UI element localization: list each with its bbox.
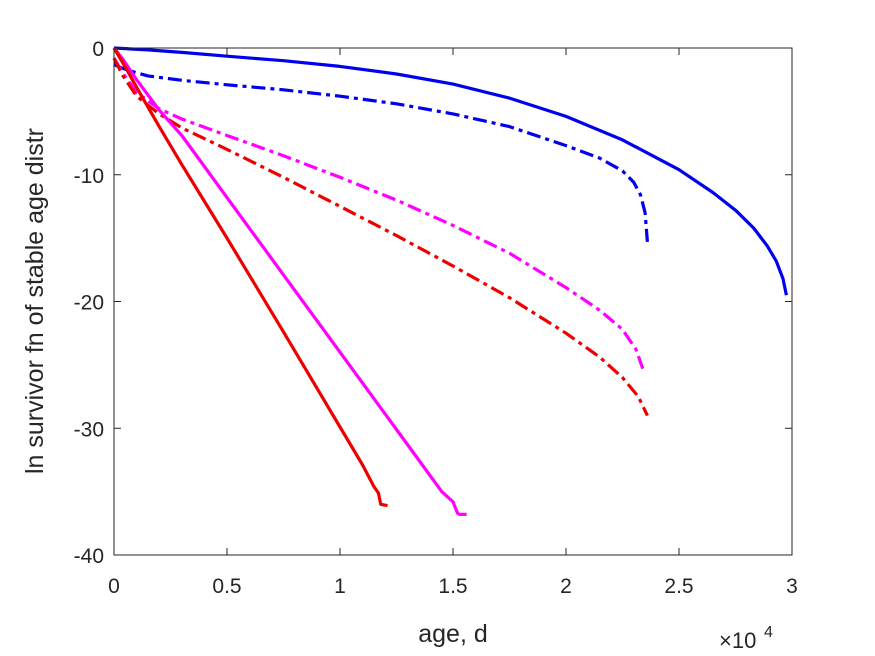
series-line-6 bbox=[112, 47, 388, 508]
x-tick-label: 1.5 bbox=[438, 575, 467, 598]
x-axis-label: age, d bbox=[418, 620, 488, 648]
series-line-3 bbox=[112, 57, 645, 370]
series-line-1 bbox=[113, 46, 788, 296]
x-tick-label: 1 bbox=[334, 575, 346, 598]
x-exponent-base: ×10 bbox=[719, 628, 756, 653]
y-tick-label: -10 bbox=[74, 165, 104, 188]
y-tick-label: -30 bbox=[74, 418, 104, 441]
x-tick-label: 3 bbox=[786, 575, 798, 598]
series-layer bbox=[112, 46, 788, 516]
x-tick-label: 0 bbox=[108, 575, 120, 598]
x-tick-label: 2.5 bbox=[664, 575, 693, 598]
y-tick-label: 0 bbox=[92, 38, 104, 61]
x-tick-label: 2 bbox=[560, 575, 572, 598]
x-tick-label: 0.5 bbox=[212, 575, 241, 598]
plot-background bbox=[114, 48, 792, 555]
x-exponent-label: ×10 4 bbox=[719, 624, 773, 653]
y-tick-label: -40 bbox=[74, 545, 104, 568]
y-tick-label: -20 bbox=[74, 292, 104, 315]
x-exponent-power: 4 bbox=[764, 624, 773, 641]
series-line-2 bbox=[113, 63, 649, 243]
tick-layer: 0 0.5 1 1.5 2 2.5 3 0 -10 -20 -30 -40 bbox=[74, 38, 798, 598]
series-line-5 bbox=[112, 47, 467, 516]
y-axis-label: ln survivor fn of stable age distr bbox=[21, 128, 49, 474]
